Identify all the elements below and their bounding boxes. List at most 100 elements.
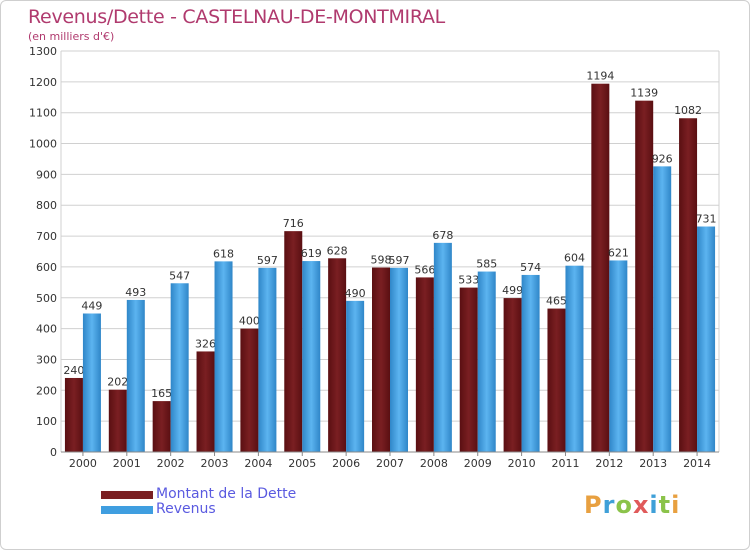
- legend-label-revenus: Revenus: [156, 501, 216, 517]
- y-tick-label: 500: [36, 292, 57, 305]
- data-label-dette: 716: [283, 217, 304, 230]
- y-tick-label: 1000: [29, 138, 57, 151]
- y-tick-label: 300: [36, 353, 57, 366]
- bar-dette: [503, 298, 522, 452]
- data-label-revenus: 490: [345, 287, 366, 300]
- data-label-revenus: 493: [125, 286, 146, 299]
- bar-dette: [240, 328, 259, 452]
- data-label-dette: 400: [239, 315, 260, 328]
- legend-label-dette: Montant de la Dette: [156, 486, 297, 502]
- data-label-dette: 465: [546, 295, 567, 308]
- x-tick-label: 2013: [639, 457, 667, 470]
- legend-item-dette: Montant de la Dette: [101, 487, 296, 502]
- data-label-dette: 628: [327, 244, 348, 257]
- proxiti-logo: Proxiti: [584, 491, 680, 519]
- x-tick-label: 2006: [332, 457, 360, 470]
- y-tick-label: 200: [36, 384, 57, 397]
- data-label-revenus: 597: [257, 254, 278, 267]
- bar-dette: [591, 83, 610, 452]
- legend-item-revenus: Revenus: [101, 502, 296, 517]
- logo-letter: i: [671, 491, 681, 519]
- bar-revenus: [170, 283, 189, 452]
- bar-revenus: [477, 271, 496, 452]
- bar-dette: [459, 287, 478, 452]
- x-tick-label: 2011: [551, 457, 579, 470]
- x-tick-label: 2010: [508, 457, 536, 470]
- data-label-dette: 598: [371, 254, 392, 267]
- y-tick-label: 700: [36, 230, 57, 243]
- bar-revenus: [126, 299, 145, 452]
- legend-swatch-dette: [101, 490, 153, 499]
- bar-dette: [108, 389, 127, 452]
- bar-revenus: [258, 267, 277, 452]
- data-label-revenus: 621: [608, 246, 629, 259]
- x-tick-label: 2008: [420, 457, 448, 470]
- bar-revenus: [433, 242, 452, 452]
- logo-letter: o: [615, 491, 633, 519]
- bar-revenus: [609, 260, 628, 452]
- data-label-dette: 326: [195, 337, 216, 350]
- data-label-dette: 1082: [674, 104, 702, 117]
- bar-revenus: [82, 313, 101, 452]
- data-label-dette: 533: [458, 274, 479, 287]
- bar-dette: [547, 308, 566, 452]
- data-label-dette: 499: [502, 284, 523, 297]
- x-tick-label: 2007: [376, 457, 404, 470]
- data-label-dette: 240: [63, 364, 84, 377]
- bar-dette: [635, 100, 654, 453]
- data-label-revenus: 678: [432, 229, 453, 242]
- data-label-dette: 165: [151, 387, 172, 400]
- bar-dette: [679, 118, 698, 452]
- data-label-revenus: 574: [520, 261, 541, 274]
- logo-letter: x: [632, 491, 650, 519]
- x-tick-label: 2009: [464, 457, 492, 470]
- data-label-revenus: 449: [81, 300, 102, 313]
- y-tick-label: 1300: [29, 45, 57, 58]
- bar-revenus: [521, 274, 540, 452]
- bar-dette: [152, 401, 171, 452]
- bar-dette: [196, 351, 215, 452]
- logo-letter: t: [658, 491, 672, 519]
- chart-subtitle: (en milliers d'€): [28, 30, 115, 43]
- x-tick-label: 2014: [683, 457, 711, 470]
- x-tick-label: 2002: [157, 457, 185, 470]
- y-tick-label: 100: [36, 415, 57, 428]
- bar-revenus: [214, 261, 233, 452]
- data-label-revenus: 604: [564, 252, 585, 265]
- logo-letter: r: [602, 491, 616, 519]
- logo-letter: i: [649, 491, 659, 519]
- bar-revenus: [302, 261, 321, 452]
- bar-dette: [284, 231, 303, 452]
- data-label-dette: 566: [414, 263, 435, 276]
- legend-swatch-revenus: [101, 505, 153, 514]
- data-label-revenus: 597: [389, 254, 410, 267]
- data-label-revenus: 547: [169, 269, 190, 282]
- y-tick-label: 400: [36, 323, 57, 336]
- x-tick-label: 2004: [244, 457, 272, 470]
- logo-letter: P: [584, 491, 603, 519]
- data-label-revenus: 619: [301, 247, 322, 260]
- bar-revenus: [390, 267, 408, 452]
- y-tick-label: 1200: [29, 76, 57, 89]
- data-label-revenus: 618: [213, 247, 234, 260]
- x-tick-label: 2001: [113, 457, 141, 470]
- x-tick-label: 2003: [201, 457, 229, 470]
- y-tick-label: 1100: [29, 107, 57, 120]
- bar-revenus: [565, 265, 584, 452]
- legend: Montant de la Dette Revenus: [101, 487, 296, 517]
- bar-revenus: [653, 166, 672, 452]
- data-label-dette: 1139: [630, 87, 658, 100]
- y-tick-label: 0: [50, 446, 57, 459]
- bar-dette: [415, 277, 434, 452]
- bar-dette: [328, 258, 347, 452]
- bar-dette: [372, 267, 390, 452]
- y-tick-label: 600: [36, 261, 57, 274]
- y-tick-label: 800: [36, 199, 57, 212]
- bar-dette: [64, 377, 83, 452]
- data-label-dette: 202: [107, 376, 128, 389]
- data-label-revenus: 926: [652, 152, 673, 165]
- data-label-dette: 1194: [586, 70, 614, 83]
- x-tick-label: 2000: [69, 457, 97, 470]
